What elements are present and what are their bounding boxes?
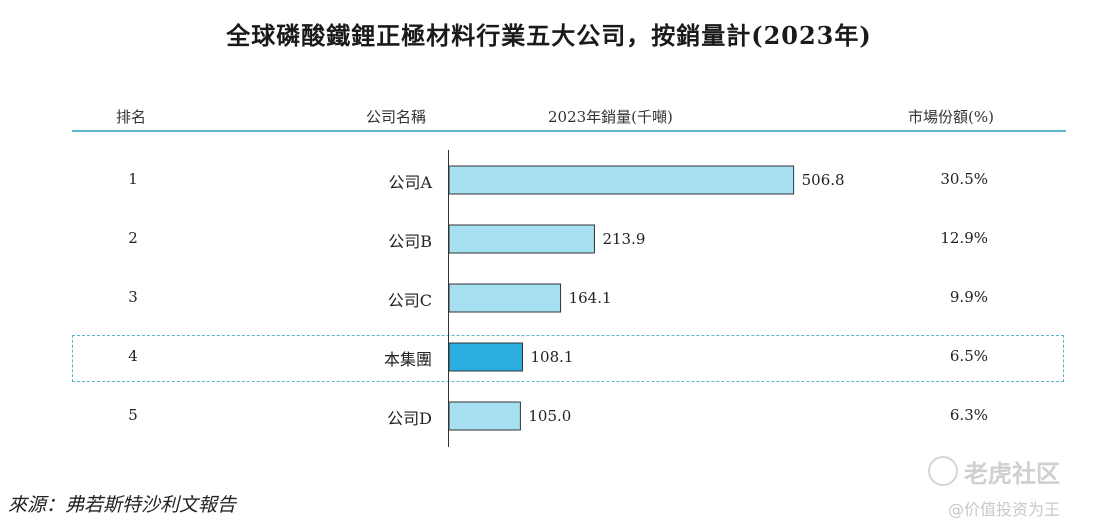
source-note: 來源：弗若斯特沙利文報告 <box>8 494 237 516</box>
market-share-cell: 9.9% <box>949 288 988 306</box>
column-header-share: 市場份額(%) <box>908 108 994 126</box>
rank-cell: 1 <box>128 170 138 188</box>
sales-value-label: 105.0 <box>528 407 571 425</box>
sales-value-label: 164.1 <box>569 289 612 307</box>
company-name-cell: 公司D <box>387 409 432 428</box>
bar-axis-line <box>448 150 449 447</box>
highlight-row-frame <box>72 335 1064 382</box>
watermark: 老虎社区 @价值投资为王 <box>928 452 1088 522</box>
rank-cell: 4 <box>128 347 138 365</box>
sales-bar <box>448 224 595 254</box>
watermark-handle: @价值投资为王 <box>948 500 1061 519</box>
company-name-cell: 公司C <box>387 291 432 310</box>
column-header-company: 公司名稱 <box>366 108 427 126</box>
sales-bar <box>448 165 795 195</box>
sales-bar <box>448 342 524 372</box>
watermark-logo-icon <box>928 456 958 486</box>
sales-bar <box>448 283 562 313</box>
company-name-cell: 本集團 <box>383 350 432 369</box>
chart-title: 全球磷酸鐵鋰正極材料行業五大公司，按銷量計(2023年) <box>226 21 872 50</box>
column-header-rank: 排名 <box>116 108 147 126</box>
sales-value-label: 213.9 <box>602 230 645 248</box>
company-name-cell: 公司A <box>388 173 432 192</box>
rank-cell: 2 <box>128 229 138 247</box>
market-share-cell: 30.5% <box>940 170 988 188</box>
sales-value-label: 108.1 <box>531 348 574 366</box>
header-rule <box>72 130 1066 132</box>
watermark-name: 老虎社区 <box>964 460 1060 488</box>
sales-value-label: 506.8 <box>802 171 845 189</box>
column-header-sales: 2023年銷量(千噸) <box>548 108 673 126</box>
sales-bar <box>448 401 521 431</box>
market-share-cell: 6.3% <box>949 406 988 424</box>
market-share-cell: 6.5% <box>949 347 988 365</box>
rank-cell: 5 <box>128 406 138 424</box>
company-name-cell: 公司B <box>388 232 432 251</box>
market-share-cell: 12.9% <box>940 229 988 247</box>
rank-cell: 3 <box>128 288 138 306</box>
